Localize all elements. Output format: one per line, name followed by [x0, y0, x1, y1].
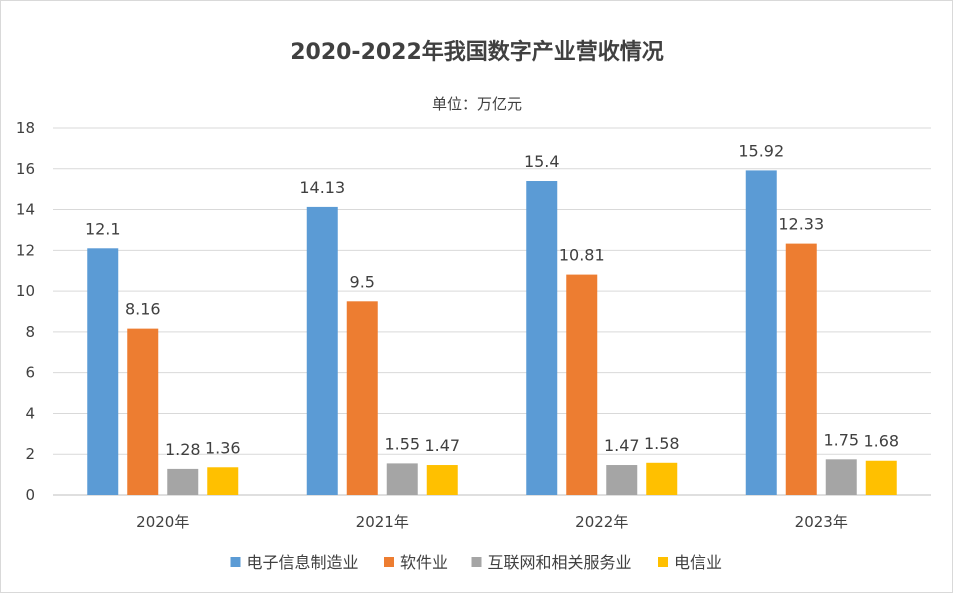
data-label: 1.68	[863, 432, 899, 451]
bar	[825, 459, 857, 495]
y-tick-label: 10	[16, 282, 35, 300]
data-label: 1.58	[644, 434, 680, 453]
x-category-label: 2021年	[356, 513, 409, 531]
bar	[745, 170, 777, 496]
legend-label: 互联网和相关服务业	[488, 553, 632, 572]
legend-swatch	[230, 557, 241, 567]
y-axis-ticks: 0 2 4 6 8 10 12 14 16 18	[16, 119, 35, 504]
bar	[167, 468, 199, 495]
data-label: 1.28	[165, 440, 201, 459]
data-label: 14.13	[299, 178, 345, 197]
bar	[526, 181, 558, 495]
y-tick-label: 18	[16, 119, 35, 137]
chart-subtitle: 单位：万亿元	[432, 95, 522, 113]
chart-title: 2020-2022年我国数字产业营收情况	[290, 39, 664, 65]
data-label: 9.5	[350, 272, 375, 291]
bar	[127, 328, 159, 495]
legend: 电子信息制造业 软件业 互联网和相关服务业 电信业	[230, 553, 722, 572]
x-category-label: 2020年	[136, 513, 189, 531]
bar	[785, 243, 817, 495]
bar	[865, 460, 897, 495]
y-tick-label: 0	[25, 486, 35, 504]
bar	[87, 248, 119, 495]
legend-label: 电子信息制造业	[247, 553, 359, 572]
data-label: 8.16	[125, 300, 161, 319]
y-tick-label: 12	[16, 241, 35, 259]
bar	[306, 206, 338, 495]
x-category-label: 2023年	[795, 513, 848, 531]
data-label: 10.81	[559, 246, 605, 265]
legend-swatch	[658, 557, 668, 567]
data-label: 1.47	[604, 436, 640, 455]
data-label: 12.33	[778, 215, 824, 234]
bar	[566, 274, 598, 495]
bar	[426, 465, 458, 495]
legend-swatch	[384, 557, 394, 567]
data-label: 1.55	[384, 434, 420, 453]
bar	[346, 301, 378, 495]
bar	[646, 462, 678, 495]
data-label: 15.4	[524, 152, 560, 171]
data-label: 12.1	[85, 219, 121, 238]
y-tick-label: 4	[25, 404, 35, 422]
y-tick-label: 14	[16, 201, 35, 219]
bar	[606, 465, 638, 495]
gridlines	[53, 127, 931, 496]
bars	[87, 170, 897, 496]
legend-swatch	[471, 557, 482, 567]
x-category-label: 2022年	[575, 513, 628, 531]
y-tick-label: 2	[25, 445, 35, 463]
data-label: 15.92	[738, 141, 784, 160]
legend-label: 软件业	[400, 553, 448, 572]
y-tick-label: 6	[25, 364, 35, 382]
y-tick-label: 16	[16, 160, 35, 178]
y-tick-label: 8	[25, 323, 35, 341]
bar	[386, 463, 418, 495]
data-label: 1.47	[424, 436, 460, 455]
bar	[207, 467, 239, 495]
data-label: 1.36	[205, 438, 241, 457]
legend-label: 电信业	[674, 553, 722, 572]
data-label: 1.75	[823, 430, 859, 449]
x-axis-categories: 2020年 2021年 2022年 2023年	[136, 513, 848, 531]
